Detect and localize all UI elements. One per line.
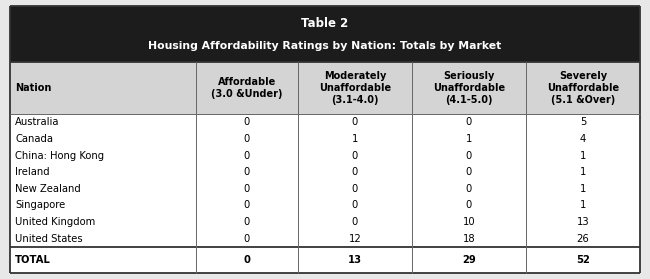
Text: 0: 0 bbox=[244, 184, 250, 194]
Text: 1: 1 bbox=[580, 151, 586, 160]
Text: 0: 0 bbox=[244, 167, 250, 177]
Bar bbox=[10, 247, 640, 273]
Text: Affordable
(3.0 &Under): Affordable (3.0 &Under) bbox=[211, 77, 283, 99]
Text: 0: 0 bbox=[244, 200, 250, 210]
Text: 13: 13 bbox=[577, 217, 590, 227]
Text: Singapore: Singapore bbox=[15, 200, 65, 210]
Text: 0: 0 bbox=[244, 255, 250, 265]
Text: 0: 0 bbox=[352, 117, 358, 127]
Text: 1: 1 bbox=[580, 167, 586, 177]
Text: 1: 1 bbox=[580, 200, 586, 210]
Text: Australia: Australia bbox=[15, 117, 60, 127]
Text: 12: 12 bbox=[348, 234, 361, 244]
Text: 13: 13 bbox=[348, 255, 362, 265]
Text: 5: 5 bbox=[580, 117, 586, 127]
Text: 1: 1 bbox=[466, 134, 472, 144]
Text: 0: 0 bbox=[466, 117, 472, 127]
Text: 0: 0 bbox=[466, 200, 472, 210]
Text: 0: 0 bbox=[244, 217, 250, 227]
Text: Housing Affordability Ratings by Nation: Totals by Market: Housing Affordability Ratings by Nation:… bbox=[148, 41, 502, 51]
Text: 0: 0 bbox=[466, 151, 472, 160]
Text: Nation: Nation bbox=[15, 83, 51, 93]
Text: TOTAL: TOTAL bbox=[15, 255, 51, 265]
Text: 0: 0 bbox=[244, 234, 250, 244]
Text: 0: 0 bbox=[244, 151, 250, 160]
Text: 0: 0 bbox=[352, 184, 358, 194]
Text: United States: United States bbox=[15, 234, 83, 244]
Text: Severely
Unaffordable
(5.1 &Over): Severely Unaffordable (5.1 &Over) bbox=[547, 71, 619, 105]
Text: 0: 0 bbox=[352, 217, 358, 227]
Text: 0: 0 bbox=[466, 184, 472, 194]
Text: 0: 0 bbox=[244, 134, 250, 144]
Text: 26: 26 bbox=[577, 234, 590, 244]
Text: 0: 0 bbox=[352, 200, 358, 210]
Text: United Kingdom: United Kingdom bbox=[15, 217, 96, 227]
Bar bbox=[10, 6, 640, 62]
Text: 0: 0 bbox=[466, 167, 472, 177]
Text: Seriously
Unaffordable
(4.1-5.0): Seriously Unaffordable (4.1-5.0) bbox=[433, 71, 505, 105]
Text: 10: 10 bbox=[463, 217, 475, 227]
Text: Ireland: Ireland bbox=[15, 167, 49, 177]
Text: 1: 1 bbox=[580, 184, 586, 194]
Text: New Zealand: New Zealand bbox=[15, 184, 81, 194]
Text: 18: 18 bbox=[463, 234, 475, 244]
Bar bbox=[10, 114, 640, 247]
Text: Table 2: Table 2 bbox=[302, 17, 348, 30]
Text: Moderately
Unaffordable
(3.1-4.0): Moderately Unaffordable (3.1-4.0) bbox=[319, 71, 391, 105]
Text: 52: 52 bbox=[576, 255, 590, 265]
Bar bbox=[10, 62, 640, 114]
Text: 1: 1 bbox=[352, 134, 358, 144]
Text: China: Hong Kong: China: Hong Kong bbox=[15, 151, 104, 160]
Text: 0: 0 bbox=[352, 151, 358, 160]
Text: 0: 0 bbox=[352, 167, 358, 177]
Text: 4: 4 bbox=[580, 134, 586, 144]
Text: 29: 29 bbox=[462, 255, 476, 265]
Text: 0: 0 bbox=[244, 117, 250, 127]
Text: Canada: Canada bbox=[15, 134, 53, 144]
